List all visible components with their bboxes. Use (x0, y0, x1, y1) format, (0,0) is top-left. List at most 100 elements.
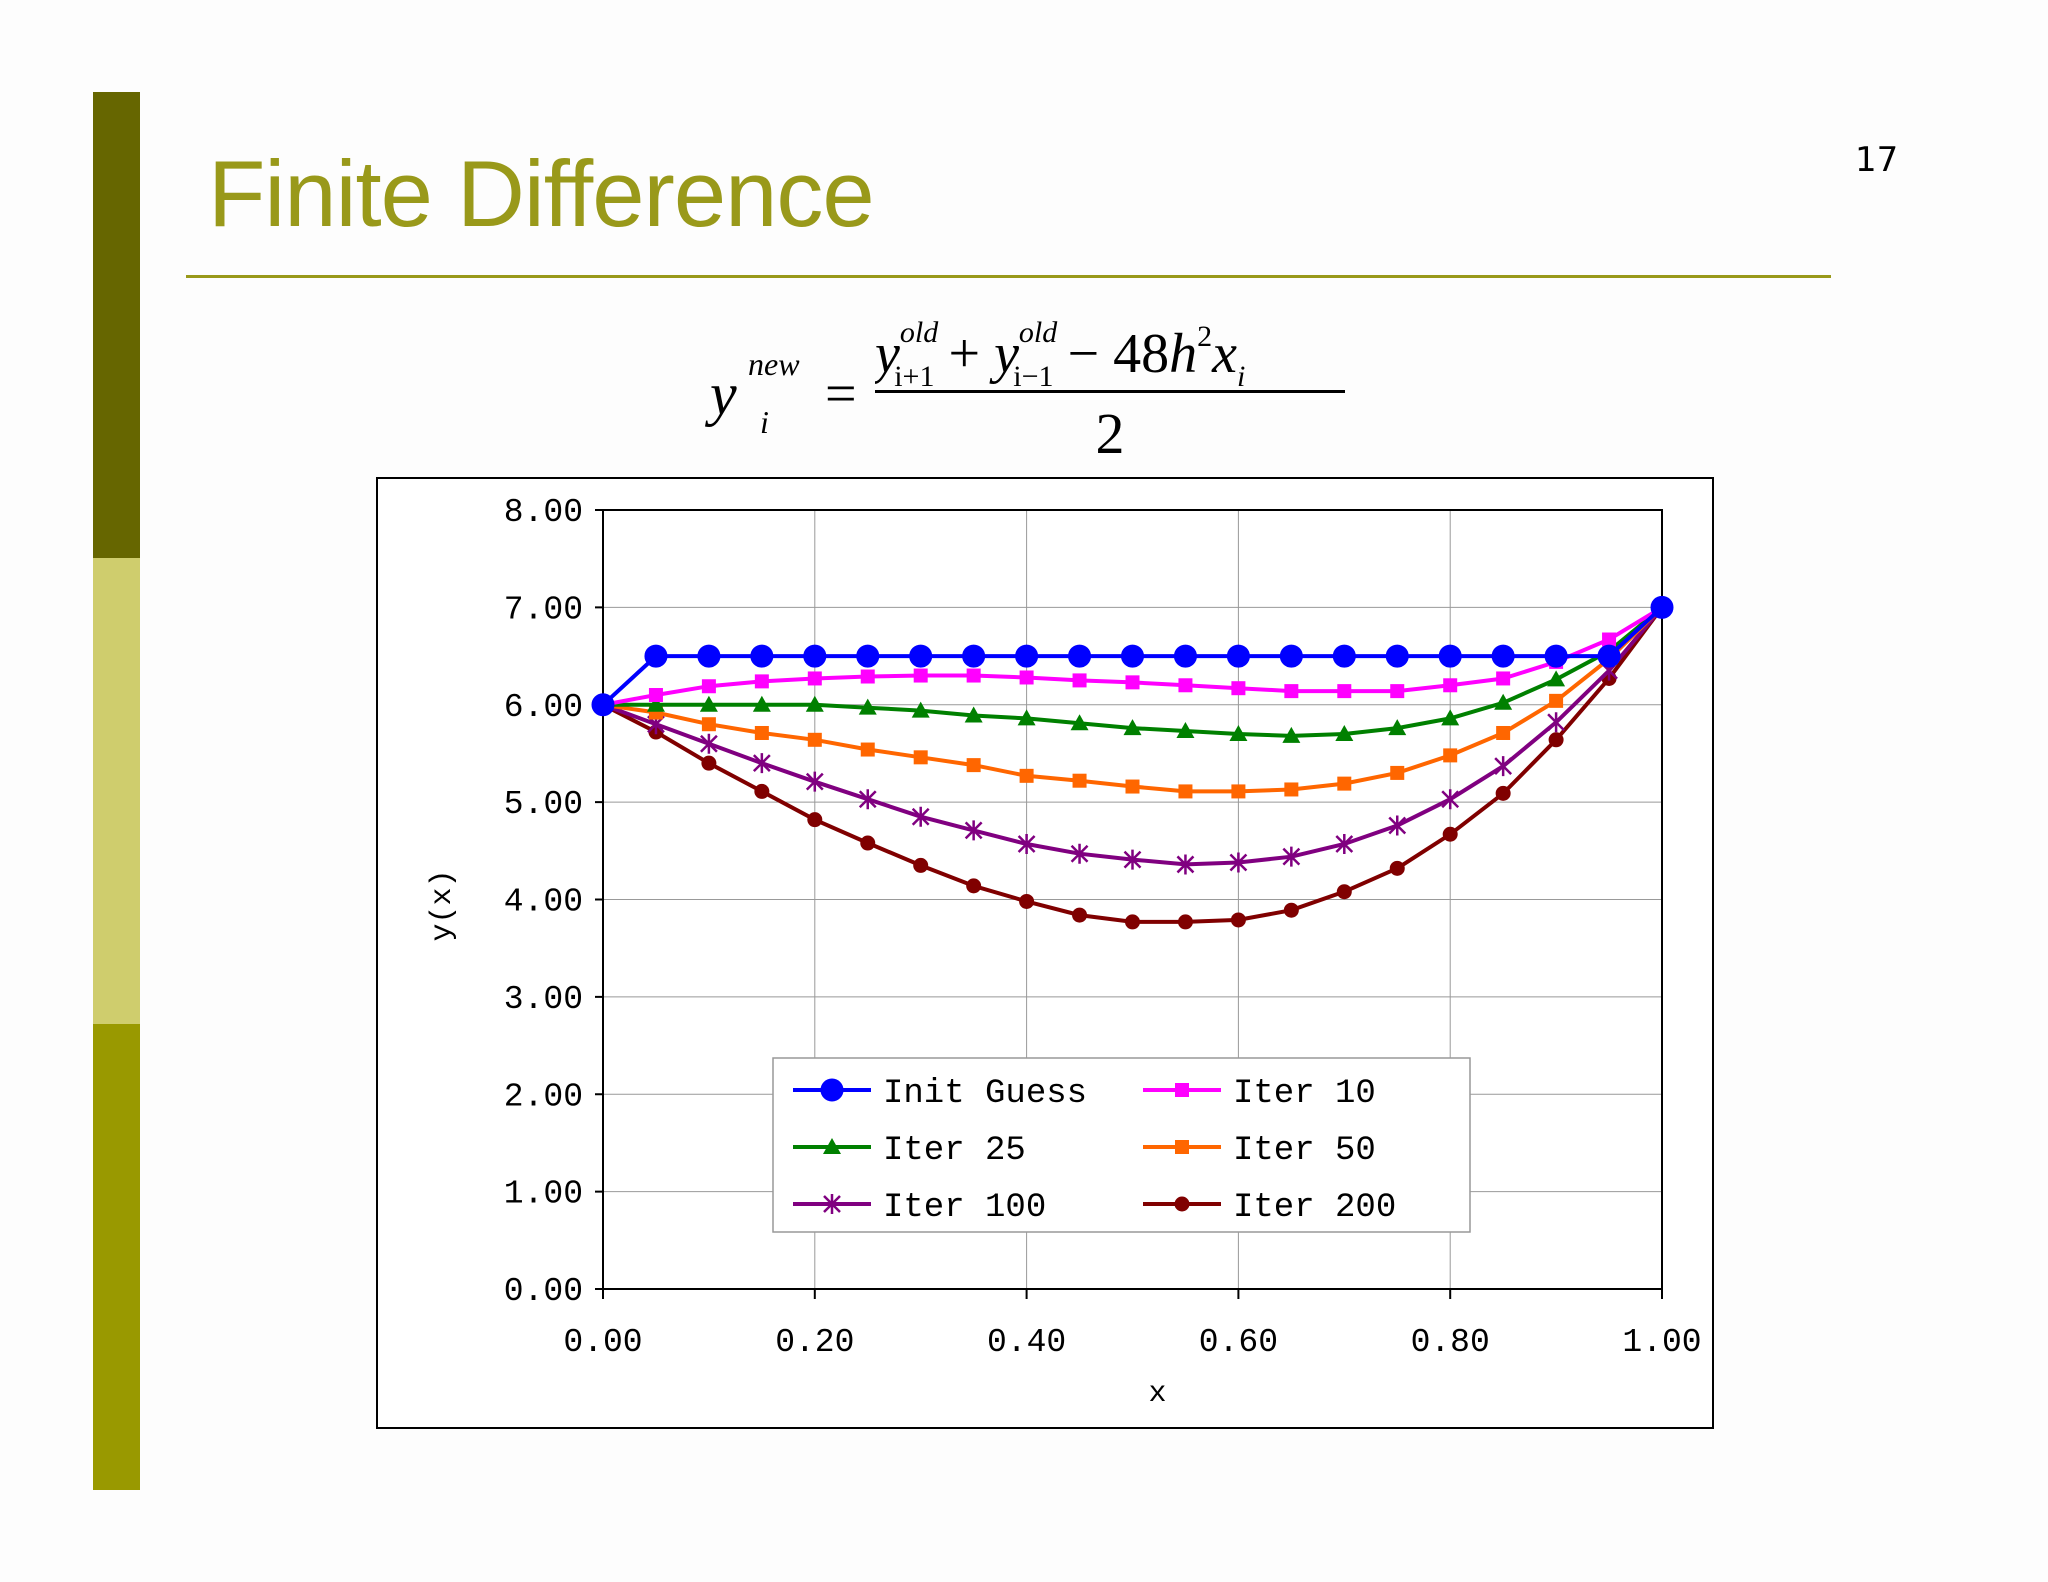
data-point-iter-50 (1390, 765, 1405, 780)
formula-lhs-subscript: i (760, 404, 769, 440)
data-point-iter-50 (754, 725, 769, 740)
data-point-iter-25 (805, 695, 824, 712)
data-point-init-guess (1544, 644, 1568, 668)
data-point-iter-10 (1072, 673, 1087, 688)
data-point-iter-100 (805, 771, 824, 792)
x-tick-label: 0.40 (987, 1324, 1066, 1361)
data-point-init-guess (1068, 644, 1092, 668)
data-point-iter-100 (752, 753, 771, 774)
data-point-init-guess (909, 644, 933, 668)
data-point-iter-25 (1388, 719, 1407, 736)
data-point-init-guess (1385, 644, 1409, 668)
title-underline (186, 275, 1831, 278)
data-point-iter-10 (1390, 684, 1405, 699)
data-point-iter-50 (1337, 776, 1352, 791)
data-point-init-guess (962, 644, 986, 668)
legend-swatch-marker-init-guess (820, 1078, 844, 1102)
data-point-iter-10 (1231, 681, 1246, 696)
data-point-init-guess (1121, 644, 1144, 668)
data-point-iter-25 (1229, 724, 1248, 741)
formula-denominator: 2 (1095, 401, 1125, 466)
data-point-iter-25 (1547, 670, 1566, 687)
data-point-iter-50 (1072, 773, 1087, 788)
plot-area (602, 509, 1663, 1290)
data-point-iter-100 (911, 806, 930, 827)
data-point-iter-100 (1017, 833, 1036, 854)
data-point-iter-200 (860, 835, 876, 851)
data-point-iter-200 (1230, 912, 1246, 928)
data-point-iter-200 (1336, 884, 1352, 900)
legend-label-init-guess: Init Guess (883, 1075, 1087, 1113)
legend-label-iter-50: Iter 50 (1233, 1132, 1376, 1170)
data-point-iter-25 (1441, 709, 1460, 726)
legend-label-iter-200: Iter 200 (1233, 1189, 1396, 1227)
data-point-init-guess (1226, 644, 1250, 668)
update-formula: y new i = yold i+1 + yold i−1 − 48h2xi 2 (690, 300, 1390, 470)
data-point-iter-100 (1176, 854, 1195, 875)
data-point-iter-10 (1496, 671, 1511, 686)
data-point-iter-10 (913, 668, 928, 683)
data-point-iter-50 (966, 758, 981, 773)
x-tick-label: 0.80 (1411, 1324, 1490, 1361)
data-point-iter-200 (701, 755, 717, 771)
data-point-iter-50 (1549, 693, 1564, 708)
accent-band-dark (93, 92, 140, 558)
x-tick-label: 0.20 (775, 1324, 854, 1361)
y-tick-label: 7.00 (504, 591, 583, 628)
data-point-iter-25 (1176, 722, 1195, 739)
data-point-iter-200 (1019, 893, 1035, 909)
data-point-iter-10 (701, 679, 716, 694)
y-tick-label: 1.00 (504, 1176, 583, 1213)
data-point-iter-25 (1070, 714, 1089, 731)
data-point-iter-50 (913, 750, 928, 765)
data-point-iter-10 (1284, 684, 1299, 699)
data-point-iter-50 (1443, 748, 1458, 763)
data-point-iter-10 (966, 668, 981, 683)
data-point-init-guess (750, 644, 774, 668)
data-point-iter-50 (1125, 779, 1140, 794)
data-point-init-guess (1279, 644, 1303, 668)
data-point-iter-200 (1125, 914, 1140, 930)
y-tick-label: 2.00 (504, 1078, 583, 1115)
data-point-iter-50 (701, 717, 716, 732)
data-point-iter-50 (1019, 768, 1034, 783)
y-axis-title: y(x) (426, 869, 460, 941)
legend-swatch-marker-iter-10 (1175, 1083, 1189, 1097)
formula-equals: = (825, 363, 857, 425)
x-axis-title: x (1148, 1377, 1166, 1411)
formula-lhs-symbol: y (710, 361, 737, 427)
y-tick-label: 5.00 (504, 786, 583, 823)
data-point-init-guess (1650, 595, 1674, 619)
formula-numerator: yold i+1 + yold i−1 − 48h2xi (870, 300, 1345, 404)
accent-band-mid (93, 1024, 140, 1490)
data-point-init-guess (697, 644, 721, 668)
legend-label-iter-100: Iter 100 (883, 1189, 1046, 1227)
data-point-iter-25 (858, 698, 877, 715)
data-point-iter-50 (1496, 725, 1511, 740)
data-point-iter-100 (1494, 756, 1513, 777)
x-tick-label: 1.00 (1622, 1324, 1701, 1361)
data-point-iter-25 (964, 706, 983, 723)
data-point-init-guess (1438, 644, 1462, 668)
data-point-init-guess (856, 644, 880, 668)
data-point-iter-50 (1231, 784, 1246, 799)
y-tick-label: 3.00 (504, 981, 583, 1018)
data-point-init-guess (644, 644, 668, 668)
data-point-iter-50 (807, 732, 822, 747)
y-tick-label: 0.00 (504, 1273, 583, 1310)
legend-swatch-marker-iter-50 (1175, 1140, 1189, 1154)
formula-numerator-text: yold i+1 + yold i−1 − 48h2xi (875, 316, 1245, 390)
data-point-init-guess (1597, 644, 1621, 668)
data-point-iter-100 (858, 789, 877, 810)
data-point-iter-100 (1282, 846, 1301, 867)
data-point-iter-200 (754, 783, 770, 799)
data-point-iter-200 (1177, 914, 1193, 930)
slide-title: Finite Difference (208, 141, 875, 246)
data-point-iter-200 (1389, 860, 1405, 876)
data-point-iter-50 (1284, 782, 1299, 797)
data-point-iter-200 (1072, 907, 1088, 923)
data-point-init-guess (591, 693, 615, 717)
data-point-iter-200 (913, 857, 929, 873)
